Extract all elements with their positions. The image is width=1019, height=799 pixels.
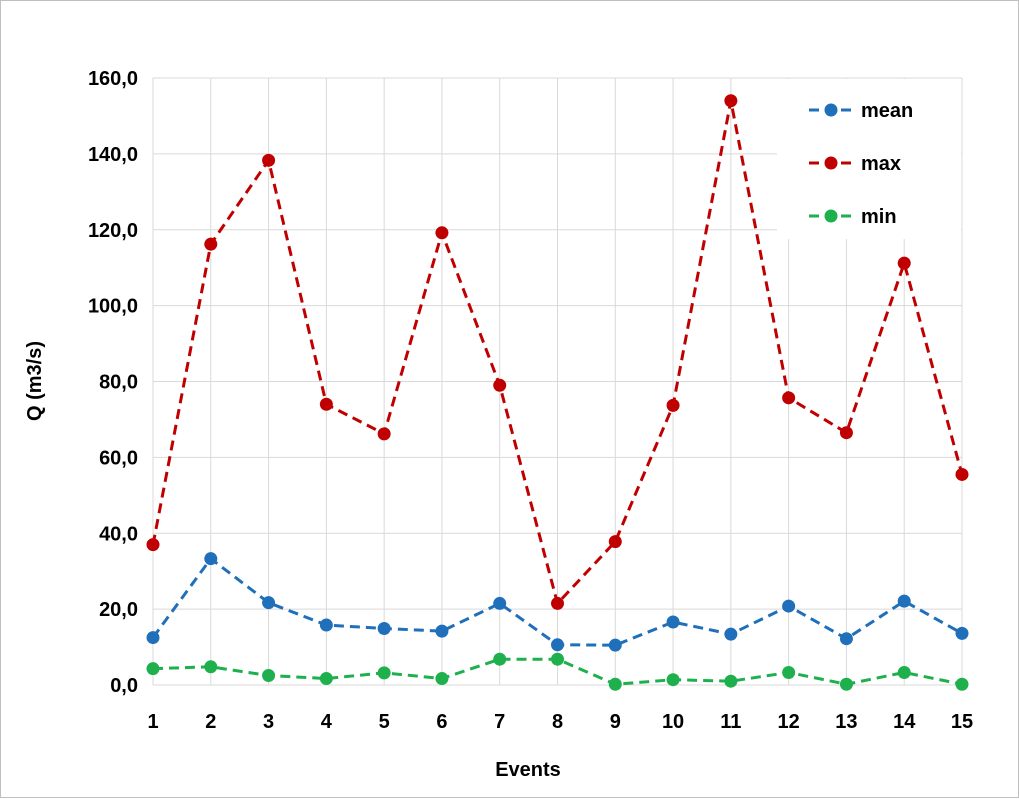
data-point-mean (955, 626, 969, 640)
series-max (146, 94, 969, 610)
series-group (146, 94, 969, 691)
x-tick-label: 1 (147, 711, 158, 733)
data-point-min (262, 669, 276, 683)
legend-item-max: max (809, 153, 901, 175)
x-axis-ticks: 1 2 3 4 5 6 7 8 9 10 11 12 13 14 15 (147, 711, 973, 733)
data-point-max (839, 426, 853, 440)
data-point-max (551, 596, 564, 610)
y-tick-label: 60,0 (99, 447, 138, 469)
legend-marker (824, 103, 838, 117)
x-tick-label: 14 (893, 711, 916, 733)
data-point-mean (493, 596, 507, 610)
x-tick-label: 7 (494, 711, 505, 733)
data-point-max (146, 538, 160, 552)
data-point-min (839, 677, 853, 691)
data-point-mean (666, 615, 680, 629)
data-point-max (493, 378, 507, 392)
x-axis-title: Events (495, 759, 561, 781)
legend-label: max (861, 153, 901, 175)
data-point-mean (551, 638, 564, 652)
legend-item-min: min (809, 206, 897, 228)
x-tick-label: 9 (610, 711, 621, 733)
y-tick-label: 0,0 (110, 675, 138, 697)
legend-label: mean (861, 100, 913, 122)
legend-label: min (861, 206, 897, 228)
legend-background (777, 79, 961, 239)
data-point-min (319, 672, 333, 686)
data-point-mean (724, 627, 738, 641)
data-point-mean (897, 594, 911, 608)
data-point-min (204, 660, 218, 674)
data-point-mean (262, 596, 276, 610)
data-point-max (955, 467, 969, 481)
y-axis-ticks: 0,0 20,0 40,0 60,0 80,0 100,0 120,0 140,0 160,0 (88, 68, 138, 697)
data-point-max (724, 94, 738, 108)
data-point-max (319, 397, 333, 411)
data-point-min (551, 652, 564, 666)
data-point-max (377, 427, 391, 441)
data-point-min (782, 665, 796, 679)
data-point-min (377, 666, 391, 680)
data-point-max (262, 153, 276, 167)
y-tick-label: 140,0 (88, 144, 138, 166)
data-point-mean (782, 599, 796, 613)
data-point-mean (608, 638, 622, 652)
y-axis-title: Q (m3/s) (24, 341, 46, 421)
y-tick-label: 100,0 (88, 296, 138, 318)
y-tick-label: 40,0 (99, 523, 138, 545)
x-tick-label: 3 (263, 711, 274, 733)
x-tick-label: 8 (552, 711, 563, 733)
x-tick-label: 2 (205, 711, 216, 733)
data-point-min (493, 652, 507, 666)
data-point-min (435, 672, 449, 686)
y-tick-label: 120,0 (88, 220, 138, 242)
x-tick-label: 13 (835, 711, 857, 733)
data-point-min (608, 677, 622, 691)
data-point-max (782, 391, 796, 405)
y-tick-label: 160,0 (88, 68, 138, 90)
data-point-mean (839, 632, 853, 646)
data-point-mean (204, 552, 218, 566)
x-tick-label: 6 (436, 711, 447, 733)
series-mean (146, 552, 969, 652)
data-point-min (955, 677, 969, 691)
data-point-max (897, 256, 911, 270)
legend: mean max min (777, 79, 961, 239)
data-point-mean (377, 621, 391, 635)
legend-marker (824, 156, 838, 170)
data-point-max (666, 398, 680, 412)
data-point-mean (319, 618, 333, 632)
data-point-max (435, 226, 449, 240)
data-point-min (146, 662, 160, 676)
data-point-mean (435, 624, 449, 638)
data-point-min (724, 674, 738, 688)
series-min (146, 652, 969, 691)
data-point-min (666, 673, 680, 687)
data-point-min (897, 665, 911, 679)
data-point-max (608, 535, 622, 549)
x-tick-label: 12 (778, 711, 800, 733)
legend-marker (824, 209, 838, 223)
legend-item-mean: mean (809, 100, 913, 122)
x-tick-label: 5 (379, 711, 390, 733)
x-tick-label: 15 (951, 711, 973, 733)
x-tick-label: 4 (321, 711, 333, 733)
data-point-mean (146, 631, 160, 645)
x-tick-label: 10 (662, 711, 684, 733)
data-point-max (204, 237, 218, 251)
x-tick-label: 11 (720, 711, 741, 733)
y-tick-label: 20,0 (99, 599, 138, 621)
y-tick-label: 80,0 (99, 372, 138, 394)
